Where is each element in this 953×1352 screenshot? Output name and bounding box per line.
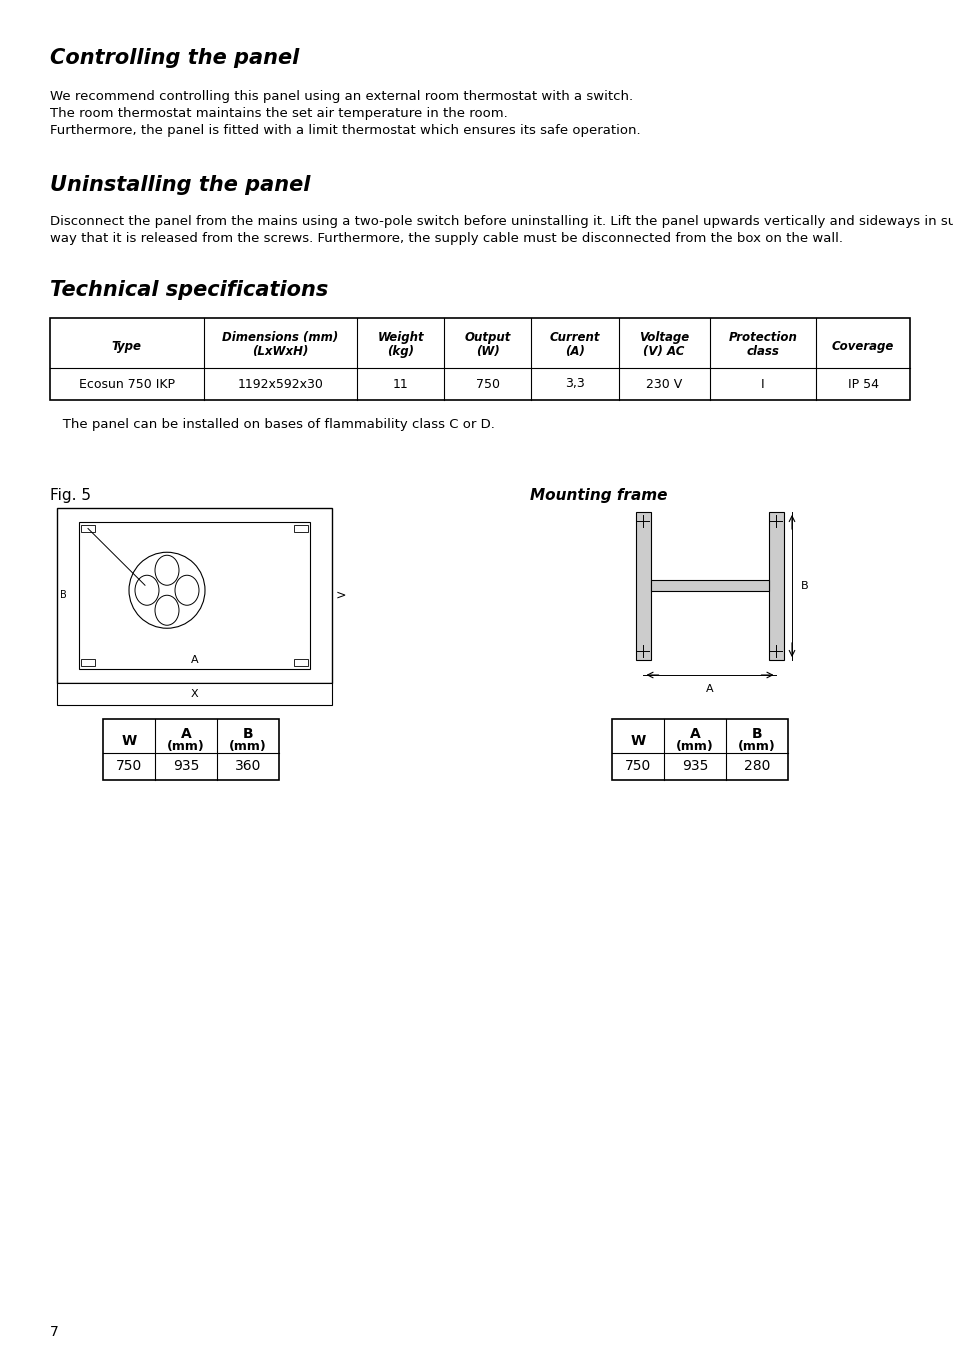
Bar — [103, 719, 278, 780]
Text: (mm): (mm) — [167, 740, 205, 753]
Text: The panel can be installed on bases of flammability class C or D.: The panel can be installed on bases of f… — [50, 418, 495, 431]
Bar — [57, 508, 332, 683]
Text: A: A — [689, 727, 700, 741]
Text: Output: Output — [464, 331, 511, 343]
Text: (W): (W) — [476, 345, 499, 358]
Text: Disconnect the panel from the mains using a two-pole switch before uninstalling : Disconnect the panel from the mains usin… — [50, 215, 953, 228]
Text: (V) AC: (V) AC — [642, 345, 684, 358]
Text: (mm): (mm) — [676, 740, 713, 753]
Text: Uninstalling the panel: Uninstalling the panel — [50, 174, 310, 195]
Text: X: X — [191, 690, 198, 699]
Bar — [612, 719, 787, 780]
Text: A: A — [705, 684, 713, 694]
Ellipse shape — [154, 595, 179, 625]
Text: Voltage: Voltage — [639, 331, 688, 343]
Text: Fig. 5: Fig. 5 — [50, 488, 91, 503]
Text: I: I — [760, 377, 764, 391]
Text: 3,3: 3,3 — [564, 377, 584, 391]
Text: The room thermostat maintains the set air temperature in the room.: The room thermostat maintains the set ai… — [50, 107, 507, 120]
Text: 11: 11 — [393, 377, 408, 391]
Text: B: B — [801, 581, 808, 591]
Text: 935: 935 — [681, 760, 707, 773]
Text: Type: Type — [112, 339, 142, 353]
Text: (mm): (mm) — [738, 740, 775, 753]
Text: Ecosun 750 IKP: Ecosun 750 IKP — [79, 377, 174, 391]
Text: Dimensions (mm): Dimensions (mm) — [222, 331, 338, 343]
Text: 280: 280 — [743, 760, 769, 773]
Text: 750: 750 — [115, 760, 142, 773]
Text: Mounting frame: Mounting frame — [530, 488, 667, 503]
Bar — [650, 580, 768, 591]
Text: Furthermore, the panel is fitted with a limit thermostat which ensures its safe : Furthermore, the panel is fitted with a … — [50, 124, 640, 137]
Bar — [636, 512, 650, 660]
Text: 7: 7 — [50, 1325, 59, 1338]
Text: B: B — [59, 591, 67, 600]
Text: We recommend controlling this panel using an external room thermostat with a swi: We recommend controlling this panel usin… — [50, 91, 633, 103]
Text: Weight: Weight — [377, 331, 423, 343]
Text: 935: 935 — [172, 760, 199, 773]
Text: class: class — [746, 345, 779, 358]
Text: >: > — [335, 589, 346, 602]
Text: Controlling the panel: Controlling the panel — [50, 49, 299, 68]
Text: (mm): (mm) — [229, 740, 267, 753]
Circle shape — [129, 552, 205, 629]
Text: W: W — [121, 734, 136, 748]
Bar — [81, 525, 95, 531]
Ellipse shape — [135, 575, 159, 606]
Text: 360: 360 — [234, 760, 261, 773]
Bar — [81, 658, 95, 667]
Bar — [768, 512, 783, 660]
Text: (A): (A) — [564, 345, 584, 358]
Bar — [79, 522, 310, 669]
Ellipse shape — [154, 556, 179, 585]
Text: 230 V: 230 V — [645, 377, 681, 391]
Text: (kg): (kg) — [387, 345, 414, 358]
Text: A: A — [180, 727, 192, 741]
Text: W: W — [630, 734, 645, 748]
Bar — [294, 525, 308, 531]
Text: A: A — [191, 654, 198, 665]
Text: way that it is released from the screws. Furthermore, the supply cable must be d: way that it is released from the screws.… — [50, 233, 842, 245]
Text: Protection: Protection — [728, 331, 797, 343]
Text: 1192x592x30: 1192x592x30 — [237, 377, 323, 391]
Text: IP 54: IP 54 — [847, 377, 878, 391]
Bar — [57, 683, 332, 704]
Bar — [50, 318, 909, 400]
Text: 750: 750 — [624, 760, 651, 773]
Text: Coverage: Coverage — [831, 339, 893, 353]
Text: B: B — [242, 727, 253, 741]
Text: 750: 750 — [476, 377, 499, 391]
Ellipse shape — [174, 575, 199, 606]
Text: (LxWxH): (LxWxH) — [252, 345, 308, 358]
Text: Current: Current — [549, 331, 599, 343]
Text: Technical specifications: Technical specifications — [50, 280, 328, 300]
Bar — [294, 658, 308, 667]
Text: B: B — [751, 727, 761, 741]
